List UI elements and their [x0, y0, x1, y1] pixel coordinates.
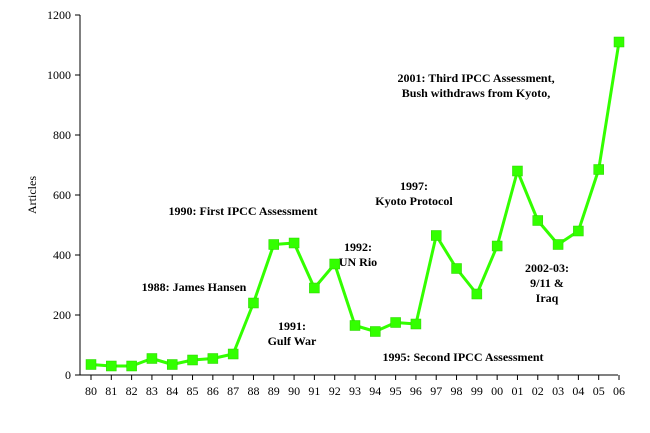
data-point-96	[410, 318, 422, 330]
data-point-89	[268, 239, 280, 250]
y-tick-label: 1200	[47, 8, 71, 22]
annotation: 2001: Third IPCC Assessment,Bush withdra…	[397, 71, 554, 100]
x-tick-label: 03	[552, 384, 564, 398]
annotation-line: 1988: James Hansen	[142, 280, 247, 294]
x-tick-label: 04	[572, 384, 584, 398]
data-point-81	[106, 360, 117, 372]
data-point-90	[288, 237, 300, 249]
data-point-91	[309, 282, 320, 294]
annotation: 1991:Gulf War	[268, 319, 317, 348]
data-point-93	[349, 320, 361, 331]
y-tick-label: 1000	[47, 68, 71, 82]
annotation-line: 1997:	[400, 179, 428, 193]
data-point-80	[85, 359, 97, 370]
annotation-line: 2002-03:	[525, 261, 569, 275]
data-point-03	[552, 239, 564, 250]
data-point-97	[430, 230, 442, 241]
y-tick-label: 600	[53, 188, 71, 202]
x-tick-label: 88	[247, 384, 259, 398]
x-tick-label: 92	[329, 384, 341, 398]
data-point-94	[370, 326, 381, 337]
annotation-line: Gulf War	[268, 334, 317, 348]
x-tick-label: 86	[207, 384, 219, 398]
x-tick-label: 89	[268, 384, 280, 398]
data-point-98	[451, 263, 462, 274]
data-point-99	[471, 288, 483, 300]
data-point-82	[126, 360, 137, 372]
x-tick-label: 97	[430, 384, 442, 398]
x-tick-label: 00	[491, 384, 503, 398]
x-tick-label: 91	[308, 384, 320, 398]
y-tick-label: 0	[65, 368, 71, 382]
data-point-02	[532, 215, 544, 226]
data-point-83	[146, 353, 158, 364]
x-tick-label: 01	[511, 384, 523, 398]
y-tick-label: 800	[53, 128, 71, 142]
x-tick-label: 94	[369, 384, 381, 398]
annotation-line: 1992:	[344, 240, 372, 254]
annotation: 2002-03:9/11 &Iraq	[525, 261, 569, 305]
data-point-05	[593, 164, 604, 175]
x-tick-label: 95	[390, 384, 402, 398]
annotation: 1995: Second IPCC Assessment	[382, 350, 543, 364]
data-point-06	[613, 36, 625, 48]
y-tick-label: 400	[53, 248, 71, 262]
y-axis-label: Articles	[25, 176, 39, 214]
data-point-95	[390, 317, 401, 328]
x-tick-label: 06	[613, 384, 625, 398]
x-tick-label: 85	[187, 384, 199, 398]
annotation-line: 1990: First IPCC Assessment	[169, 204, 318, 218]
data-point-92	[329, 258, 340, 270]
x-tick-label: 02	[532, 384, 544, 398]
x-tick-label: 81	[105, 384, 117, 398]
x-tick-label: 83	[146, 384, 158, 398]
data-point-88	[248, 297, 259, 309]
x-tick-label: 98	[451, 384, 463, 398]
series	[85, 36, 625, 372]
annotation-line: Kyoto Protocol	[375, 194, 453, 208]
x-tick-label: 05	[593, 384, 605, 398]
x-tick-label: 82	[126, 384, 138, 398]
x-tick-label: 90	[288, 384, 300, 398]
data-point-85	[187, 354, 198, 366]
x-tick-label: 84	[166, 384, 178, 398]
data-point-86	[207, 353, 219, 364]
x-tick-label: 93	[349, 384, 361, 398]
data-point-00	[491, 240, 503, 252]
annotation-line: 1995: Second IPCC Assessment	[382, 350, 543, 364]
x-tick-label: 80	[85, 384, 97, 398]
annotation: 1990: First IPCC Assessment	[169, 204, 318, 218]
y-tick-label: 200	[53, 308, 71, 322]
annotation-line: UN Rio	[339, 255, 377, 269]
x-tick-label: 99	[471, 384, 483, 398]
x-tick-label: 87	[227, 384, 239, 398]
data-point-87	[227, 348, 239, 360]
annotation: 1992:UN Rio	[339, 240, 377, 269]
annotation: 1997:Kyoto Protocol	[375, 179, 453, 208]
data-point-04	[573, 225, 584, 237]
annotation-line: 1991:	[278, 319, 306, 333]
annotation-line: Bush withdraws from Kyoto,	[402, 86, 550, 100]
data-point-01	[512, 165, 523, 177]
annotations: 1988: James Hansen 1990: First IPCC Asses…	[142, 71, 569, 364]
annotation-line: 2001: Third IPCC Assessment,	[397, 71, 554, 85]
annotation-line: Iraq	[536, 291, 559, 305]
data-point-84	[166, 359, 178, 370]
annotation-line: 9/11 &	[530, 276, 564, 290]
annotation: 1988: James Hansen	[142, 280, 247, 294]
x-tick-label: 96	[410, 384, 422, 398]
